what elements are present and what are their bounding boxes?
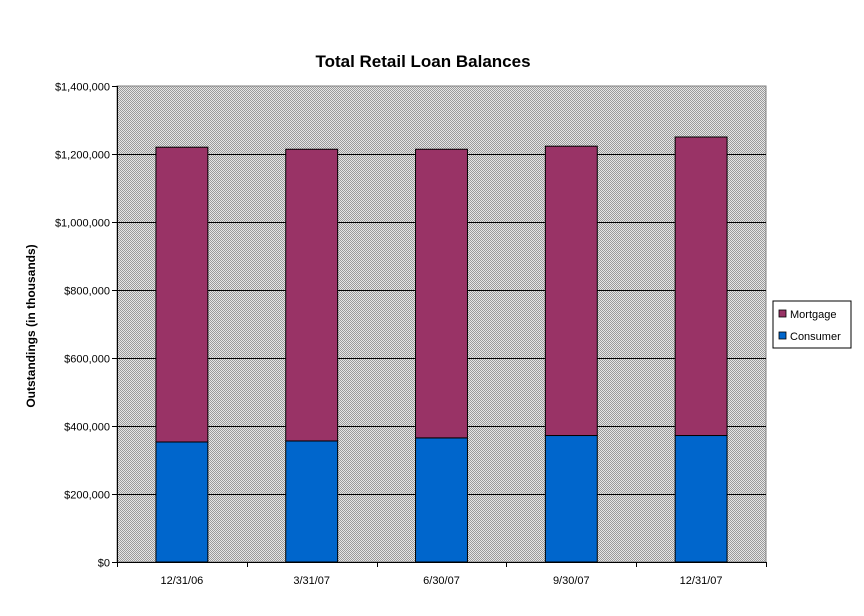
x-tick-label: 6/30/07 (423, 575, 460, 587)
bar-mortgage (415, 148, 468, 439)
legend-swatch-mortgage (778, 309, 787, 318)
y-tick-label: $0 (98, 558, 110, 570)
y-tick-label: $1,400,000 (55, 82, 110, 94)
legend-label-consumer: Consumer (790, 331, 841, 343)
bar-mortgage (155, 146, 209, 443)
bar-consumer (285, 440, 339, 563)
bar-mortgage (285, 148, 339, 442)
y-tick-label: $1,000,000 (55, 218, 110, 230)
bars (155, 136, 728, 563)
legend-box (772, 300, 852, 349)
legend-label-mortgage: Mortgage (790, 309, 836, 321)
legend: Mortgage Consumer (772, 300, 852, 349)
bar-consumer (155, 441, 209, 563)
y-tick-label: $1,200,000 (55, 150, 110, 162)
x-tick-label: 3/31/07 (293, 575, 330, 587)
axes (112, 86, 767, 567)
x-tick-label: 9/30/07 (553, 575, 590, 587)
bar-mortgage (544, 145, 598, 437)
bar-mortgage (674, 136, 728, 437)
bar-consumer (415, 437, 468, 563)
legend-swatch-consumer (778, 331, 787, 340)
x-tick-label: 12/31/06 (160, 575, 203, 587)
y-tick-labels: $0 $200,000 $400,000 $600,000 $800,000 $1,000… (55, 82, 110, 570)
x-tick-label: 12/31/07 (680, 575, 723, 587)
y-tick-label: $600,000 (64, 354, 110, 366)
y-tick-label: $400,000 (64, 422, 110, 434)
x-tick-labels: 12/31/06 3/31/07 6/30/07 9/30/07 12/31/07 (160, 575, 722, 587)
bar-consumer (544, 435, 598, 563)
bar-consumer (674, 435, 728, 563)
chart-title: Total Retail Loan Balances (315, 52, 530, 71)
y-axis-label: Outstandings (in thousands) (24, 244, 38, 407)
y-tick-label: $800,000 (64, 286, 110, 298)
y-tick-label: $200,000 (64, 490, 110, 502)
